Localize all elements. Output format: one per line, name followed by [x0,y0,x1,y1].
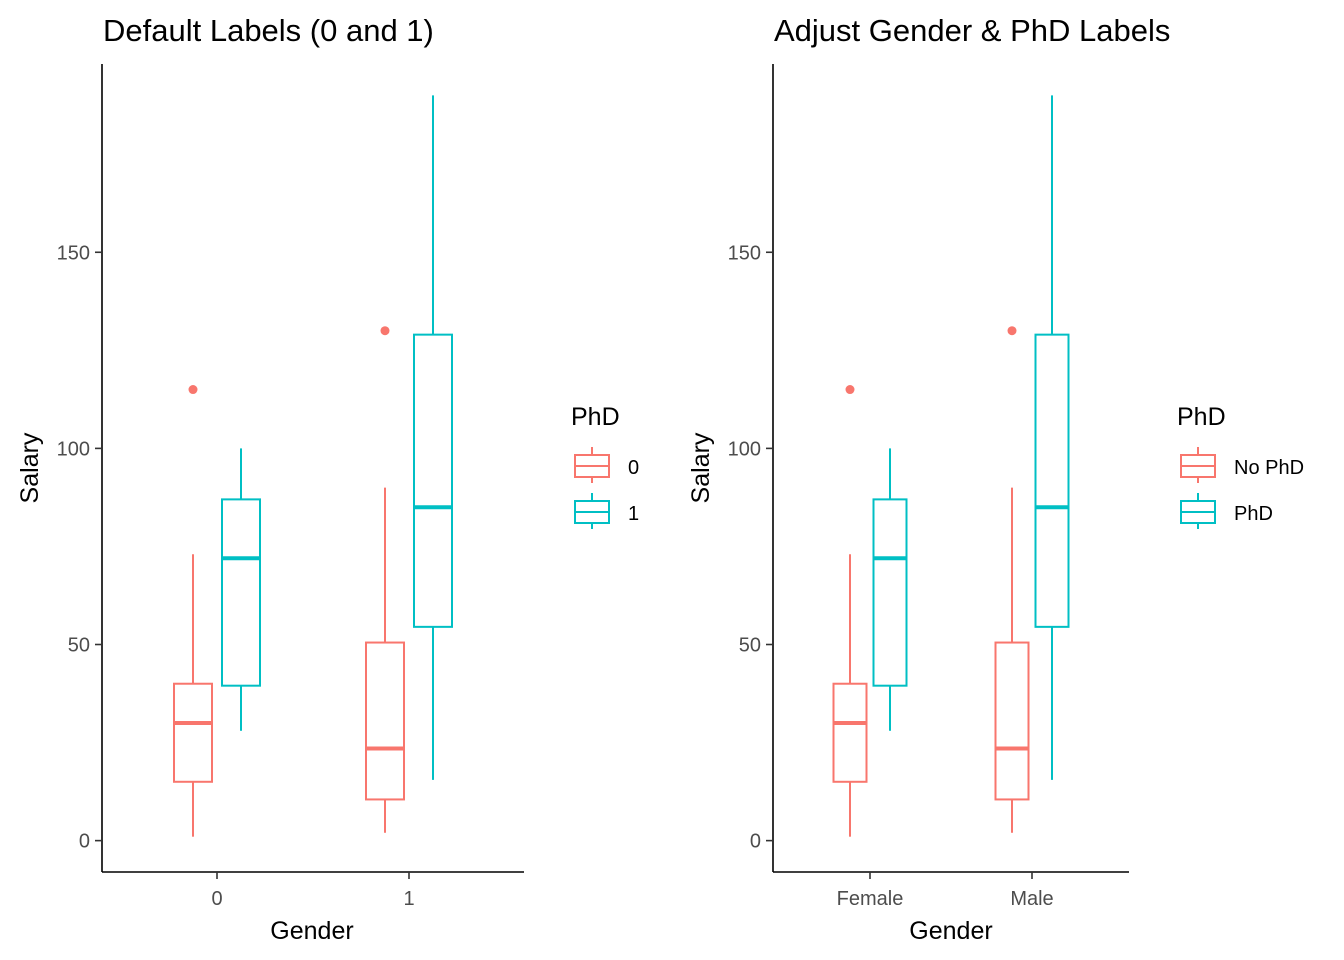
legend-title: PhD [571,403,620,431]
legend-key-no-phd [1180,447,1216,483]
chart-panel-1: Default Labels (0 and 1) 0 50 100 150 0 1 Gende… [16,13,639,945]
box-no-phd-female [832,385,868,837]
x-tick-label: 1 [403,888,414,910]
legend-title: PhD [1177,403,1226,431]
box-iqr [365,641,405,801]
box-0-1 [365,326,405,833]
box-iqr [413,333,453,628]
box-0-0 [173,385,213,837]
legend-label: No PhD [1234,457,1304,479]
x-axis-title: Gender [909,917,992,945]
x-tick-label: Female [837,888,904,910]
x-tick-label: Male [1010,888,1053,910]
box-phd-male [1034,95,1070,780]
box-iqr [872,498,908,687]
outlier-point [188,385,198,395]
y-tick-label: 150 [57,242,90,264]
legend: PhD No PhD PhD [1177,403,1304,529]
y-tick-label: 150 [728,242,761,264]
y-tick-label: 50 [68,635,90,657]
y-tick-label: 100 [57,438,90,460]
chart-panel-2: Adjust Gender & PhD Labels 0 50 100 150 Femal… [687,13,1304,945]
legend-key-phd [1180,493,1216,529]
legend-label: 1 [628,503,639,525]
box-phd-female [872,448,908,731]
box-iqr [994,641,1030,801]
legend: PhD 0 1 [571,403,639,529]
x-tick-label: 0 [211,888,222,910]
chart-title: Adjust Gender & PhD Labels [774,13,1170,48]
y-tick-label: 100 [728,438,761,460]
outlier-point [1007,326,1017,336]
y-tick-label: 50 [739,635,761,657]
box-no-phd-male [994,326,1030,833]
legend-key-0 [574,447,610,483]
box-iqr [221,498,261,687]
box-1-1 [413,95,453,780]
y-tick-label: 0 [79,831,90,853]
outlier-point [845,385,855,395]
y-tick-label: 0 [750,831,761,853]
y-axis-title: Salary [16,432,44,503]
box-iqr [173,682,213,783]
outlier-point [380,326,390,336]
legend-label: PhD [1234,503,1273,525]
box-iqr [1034,333,1070,628]
box-1-0 [221,448,261,731]
chart-title: Default Labels (0 and 1) [103,13,434,48]
legend-label: 0 [628,457,639,479]
box-iqr [832,682,868,783]
y-axis-title: Salary [687,432,715,503]
legend-key-1 [574,493,610,529]
x-axis-title: Gender [270,917,353,945]
